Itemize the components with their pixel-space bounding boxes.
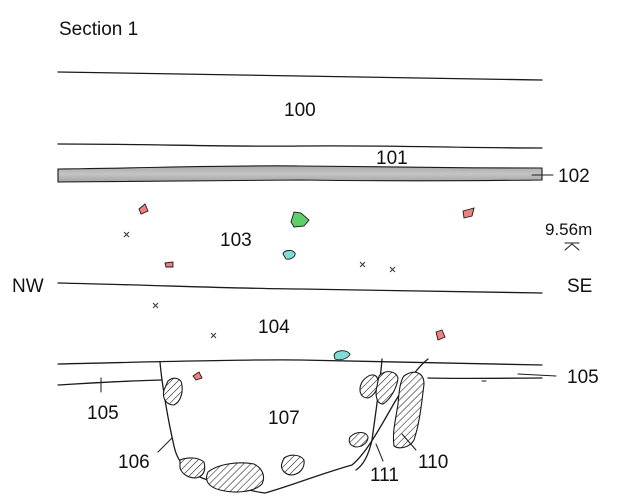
boundary-line-105-left (57, 379, 163, 386)
x-mark-3 (389, 266, 396, 273)
layer-label-106: 106 (118, 452, 150, 473)
stone-5 (348, 431, 369, 448)
layer-label-105-right: 105 (567, 367, 599, 388)
x-mark-4 (152, 302, 159, 309)
stone-2 (359, 374, 379, 399)
elevation-marker-icon (564, 242, 580, 251)
orientation-label-nw: NW (12, 276, 44, 297)
layer-label-103: 103 (220, 230, 252, 251)
inclusion-red-2 (462, 207, 475, 219)
stone-8 (280, 454, 305, 476)
leader-line-111 (375, 443, 384, 462)
layer-label-110: 110 (418, 452, 448, 473)
leader-line-106 (157, 437, 173, 453)
boundary-line-100-base (57, 143, 543, 149)
inclusion-red-5 (192, 371, 203, 381)
inclusion-red-3 (164, 261, 174, 268)
cut-106-outline (159, 358, 429, 494)
layer-label-100: 100 (284, 100, 316, 121)
leader-line-105-right (517, 373, 557, 377)
layer-102-band (57, 165, 543, 183)
stone-1 (162, 377, 183, 406)
section-title: Section 1 (59, 19, 138, 40)
boundary-line-104-base (57, 359, 543, 366)
stone-3 (375, 371, 399, 405)
layer-label-104: 104 (258, 317, 290, 338)
inclusion-red-1 (138, 203, 149, 215)
inclusion-green-1 (290, 211, 310, 228)
boundary-line-103-104 (57, 282, 543, 294)
x-mark-1 (123, 231, 130, 238)
boundary-line-100-top (57, 71, 543, 81)
leader-line-110 (401, 433, 417, 451)
stone-4 (392, 371, 425, 449)
layer-label-111: 111 (370, 465, 399, 486)
stone-6 (179, 457, 206, 479)
elevation-label: 9.56m (545, 220, 592, 239)
layer-label-105-left: 105 (87, 403, 119, 424)
x-mark-2 (359, 261, 366, 268)
stone-7 (205, 462, 265, 493)
orientation-label-se: SE (567, 276, 592, 297)
inclusion-red-4 (435, 329, 446, 341)
layer-label-101: 101 (376, 148, 408, 169)
inclusion-cyan-2 (333, 350, 351, 361)
x-mark-5 (210, 332, 217, 339)
layer-label-102: 102 (558, 166, 590, 187)
inclusion-cyan-1 (282, 250, 296, 260)
layer-label-107: 107 (268, 408, 300, 429)
